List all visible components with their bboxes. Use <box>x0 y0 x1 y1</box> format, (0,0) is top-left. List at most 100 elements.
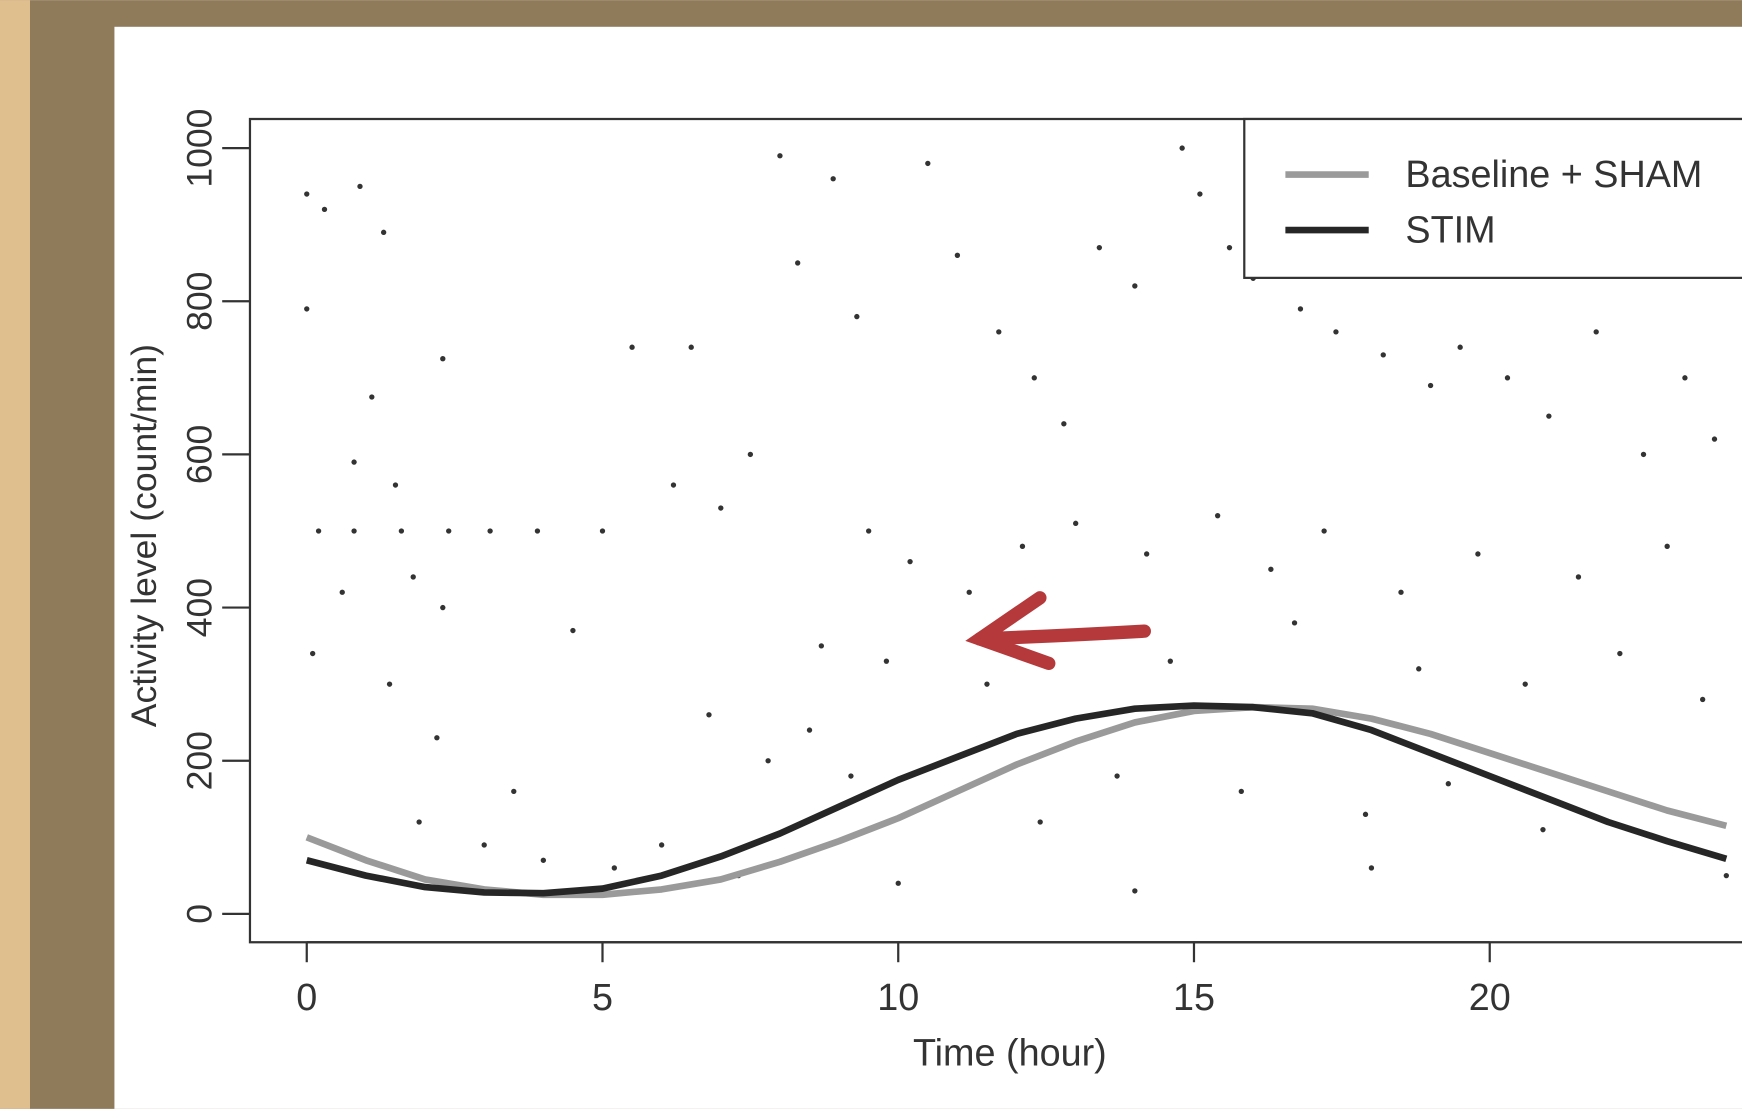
scatter-point <box>1682 375 1688 381</box>
scatter-point <box>611 865 617 871</box>
y-tick-label: 200 <box>180 731 220 790</box>
scatter-point <box>446 528 452 534</box>
y-tick-label: 800 <box>180 272 220 331</box>
scatter-point <box>1132 888 1138 894</box>
scatter-point <box>706 712 712 718</box>
scatter-point <box>351 459 357 465</box>
scatter-point <box>1321 528 1327 534</box>
scatter-point <box>1031 375 1037 381</box>
scatter-point <box>996 329 1002 335</box>
scatter-point <box>658 842 665 848</box>
scatter-point <box>351 528 357 534</box>
plot-area <box>304 145 1729 899</box>
scatter-point <box>1522 681 1528 687</box>
scatter-point <box>599 528 606 534</box>
x-tick-label: 0 <box>296 977 317 1019</box>
scatter-point <box>1445 781 1451 787</box>
scatter-point <box>795 260 801 266</box>
scatter-point <box>818 643 825 649</box>
scatter-point <box>1167 658 1173 664</box>
scatter-point <box>830 176 836 182</box>
scatter-point <box>1546 413 1552 419</box>
scatter-point <box>777 153 783 159</box>
side-strip <box>0 0 30 1109</box>
scatter-point <box>848 773 854 779</box>
scatter-point <box>357 183 363 190</box>
scatter-point <box>440 356 446 362</box>
scatter-point <box>1096 244 1103 251</box>
scatter-point <box>511 788 517 795</box>
legend: Baseline + SHAM STIM <box>1243 117 1742 279</box>
x-axis-title: Time (hour) <box>913 1033 1107 1075</box>
scatter-point <box>1640 451 1647 458</box>
scatter-point <box>1268 566 1274 572</box>
scatter-point <box>1297 306 1304 312</box>
scatter-point <box>380 229 387 236</box>
x-tick-label: 10 <box>877 977 919 1019</box>
scatter-point <box>1114 773 1120 779</box>
scatter-point <box>966 589 972 595</box>
scatter-point <box>925 160 931 167</box>
y-tick-label: 1000 <box>180 109 220 188</box>
scatter-point <box>1664 543 1670 549</box>
arrow-head <box>965 591 1056 671</box>
x-tick-label: 20 <box>1469 977 1511 1019</box>
scatter-point <box>1699 696 1706 703</box>
scatter-point <box>570 627 576 634</box>
scatter-point <box>410 574 416 580</box>
scatter-point <box>1711 436 1718 442</box>
scatter-point <box>883 658 890 664</box>
scatter-point <box>304 191 310 197</box>
scatter-point <box>540 857 547 863</box>
scatter-point <box>1457 344 1463 350</box>
scatter-point <box>1226 244 1233 251</box>
scatter-point <box>1380 352 1386 358</box>
series-line <box>305 702 1728 897</box>
scatter-point <box>1333 329 1339 335</box>
legend-label: Baseline + SHAM <box>1405 154 1702 196</box>
scatter-point <box>1061 421 1067 427</box>
x-tick-label: 15 <box>1173 977 1215 1019</box>
x-tick-label: 5 <box>592 977 613 1019</box>
scatter-point <box>865 528 872 534</box>
scatter-point <box>1368 865 1375 871</box>
scatter-point <box>309 650 316 657</box>
scatter-point <box>392 482 399 488</box>
y-tick-label: 600 <box>180 425 220 484</box>
scatter-point <box>304 306 310 312</box>
scatter-point <box>1179 145 1185 151</box>
scatter-point <box>765 758 771 764</box>
legend-label: STIM <box>1405 209 1495 251</box>
scatter-point <box>487 528 493 534</box>
scatter-point <box>1723 872 1729 879</box>
scatter-point <box>1427 382 1434 389</box>
arrow-shaft <box>973 624 1151 646</box>
scatter-point <box>1073 520 1079 527</box>
scatter-point <box>481 842 487 848</box>
scatter-point <box>1504 375 1511 381</box>
scatter-point <box>1475 551 1481 557</box>
scatter-point <box>854 313 860 320</box>
scatter-point <box>806 727 813 733</box>
scatter-point <box>1398 589 1404 595</box>
scatter-point <box>1540 826 1546 833</box>
scatter-point <box>416 819 422 825</box>
legend-box <box>1243 117 1742 279</box>
scatter-point <box>1238 788 1244 795</box>
scatter-point <box>434 735 440 741</box>
scatter-point <box>907 558 913 565</box>
scatter-point <box>1362 811 1369 818</box>
scatter-point <box>1575 574 1582 580</box>
scatter-point <box>629 344 635 350</box>
scatter-point <box>895 880 901 886</box>
y-axis-title: Activity level (count/min) <box>124 344 164 727</box>
scatter-point <box>339 589 345 595</box>
scatter-point <box>1291 620 1298 626</box>
scatter-point <box>369 394 375 400</box>
scatter-point <box>1019 543 1026 549</box>
arrow-annotation <box>965 591 1151 671</box>
scatter-point <box>1143 551 1150 557</box>
